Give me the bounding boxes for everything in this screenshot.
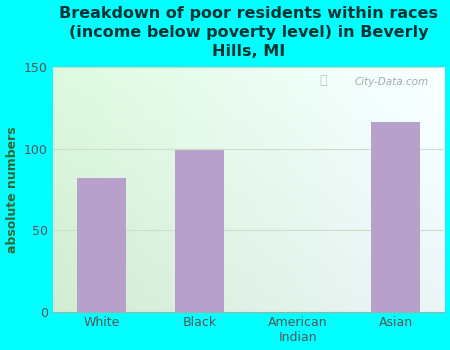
Text: ⦿: ⦿ <box>319 75 327 88</box>
Y-axis label: absolute numbers: absolute numbers <box>5 126 18 253</box>
Bar <box>371 122 420 312</box>
Title: Breakdown of poor residents within races
(income below poverty level) in Beverly: Breakdown of poor residents within races… <box>59 6 438 59</box>
Bar <box>77 178 126 312</box>
Bar <box>175 150 224 312</box>
Text: City-Data.com: City-Data.com <box>355 77 429 87</box>
